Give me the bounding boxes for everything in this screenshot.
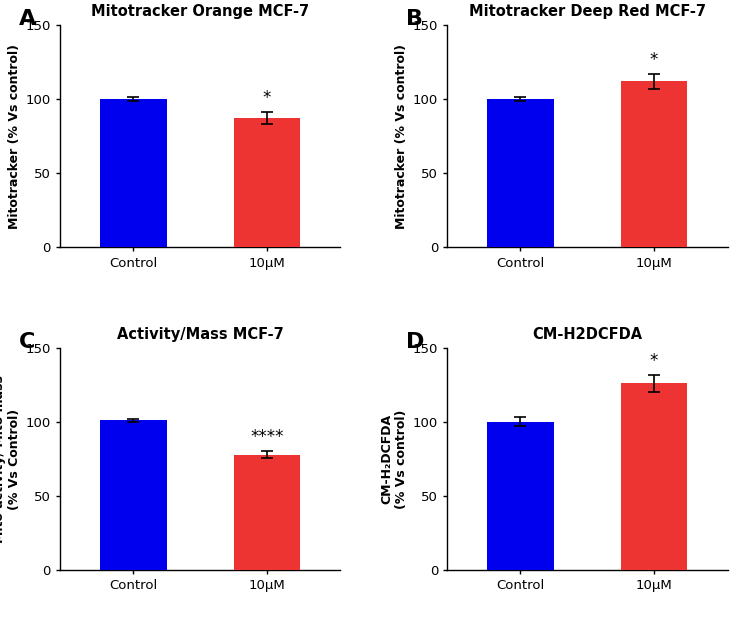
Bar (233, 118, 301, 247)
Bar (621, 383, 688, 570)
Title: Mitotracker Orange MCF-7: Mitotracker Orange MCF-7 (92, 4, 309, 19)
Y-axis label: Mitotracker (% Vs control): Mitotracker (% Vs control) (395, 43, 409, 229)
Y-axis label: Mitotracker (% Vs control): Mitotracker (% Vs control) (8, 43, 22, 229)
Bar (233, 454, 301, 570)
Bar (621, 81, 688, 247)
Bar (487, 422, 554, 570)
Y-axis label: CM-H₂DCFDA
(% Vs control): CM-H₂DCFDA (% Vs control) (380, 409, 409, 509)
Text: *: * (650, 352, 658, 370)
Text: B: B (406, 9, 423, 29)
Bar (487, 99, 554, 247)
Bar (100, 420, 166, 570)
Title: Activity/Mass MCF-7: Activity/Mass MCF-7 (117, 327, 284, 342)
Y-axis label: Mito activity/ Mito mass
(% Vs Control): Mito activity/ Mito mass (% Vs Control) (0, 375, 22, 543)
Text: *: * (650, 51, 658, 69)
Text: A: A (19, 9, 36, 29)
Text: ****: **** (251, 428, 284, 446)
Title: CM-H2DCFDA: CM-H2DCFDA (532, 327, 642, 342)
Title: Mitotracker Deep Red MCF-7: Mitotracker Deep Red MCF-7 (469, 4, 706, 19)
Text: C: C (19, 332, 35, 352)
Text: *: * (262, 89, 272, 107)
Text: D: D (406, 332, 424, 352)
Bar (100, 99, 166, 247)
